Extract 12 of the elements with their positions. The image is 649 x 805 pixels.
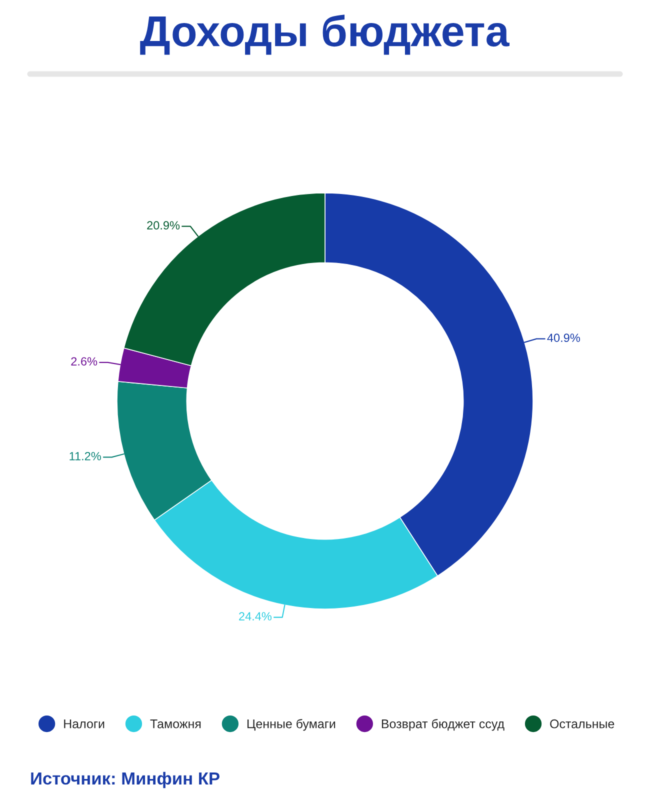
text: Источник: Минфин КР xyxy=(31,772,220,788)
data-label: 11.2% xyxy=(70,452,101,460)
data-label: 20.9% xyxy=(147,221,180,230)
data-label: 2.6% xyxy=(71,357,98,366)
data-label: 24.4% xyxy=(239,612,272,620)
data-label: 40.9% xyxy=(547,334,580,342)
chart-title: Доходы бюджета xyxy=(140,14,510,55)
legend-label: Ценные бумаги xyxy=(247,718,336,731)
legend-label: Возврат бюджет ссуд xyxy=(382,718,504,731)
legend-label: Таможня xyxy=(150,720,201,728)
legend-label: Остальные xyxy=(550,719,614,728)
legend-label: Налоги xyxy=(64,720,104,728)
